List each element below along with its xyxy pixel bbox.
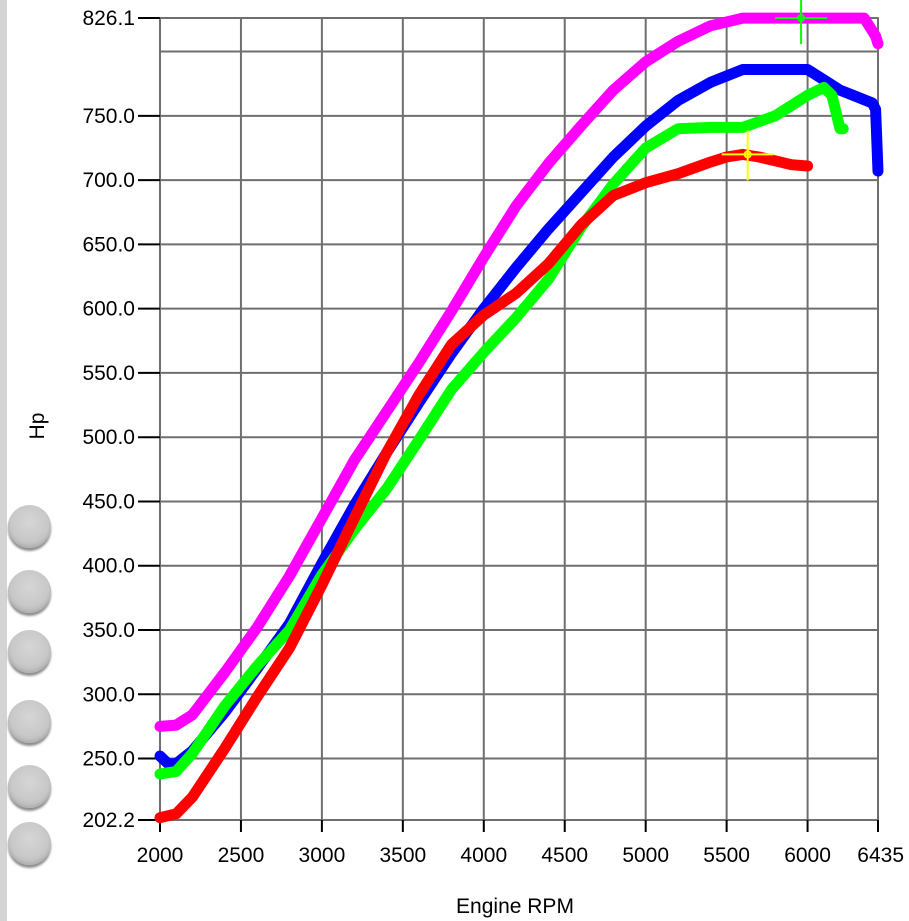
cursor-markers[interactable] [721,0,828,181]
y-axis: 202.2 250.0 300.0 350.0 400.0 450.0 500.0 550.0… [82,7,160,832]
round-button-4[interactable] [8,700,51,743]
y-tick-label-7: 500.0 [82,426,135,449]
x-tick-label-10: 6435 [857,844,904,867]
x-axis-title: Engine RPM [456,895,574,918]
y-tick-label-11: 700.0 [82,169,135,192]
round-button-6[interactable] [8,822,51,865]
left-edge-bar [0,0,7,921]
y-tick-label-1: 202.2 [82,809,135,832]
round-button-3[interactable] [8,630,51,673]
y-tick-label-9: 600.0 [82,298,135,321]
y-tick-label-4: 350.0 [82,619,135,642]
x-tick-label-4: 3500 [379,844,426,867]
cursor-marker-2[interactable] [775,0,828,45]
cursor-marker-1[interactable] [721,130,774,181]
x-tick-label-6: 4500 [541,844,588,867]
y-tick-label-6: 450.0 [82,490,135,513]
x-tick-label-8: 5500 [703,844,750,867]
y-tick-label-5: 400.0 [82,555,135,578]
round-button-1[interactable] [8,505,51,548]
cursor-dot-1 [743,150,752,159]
x-axis: 2000 2500 3000 3500 4000 4500 5000 5500 6000 6435 [137,820,904,867]
x-tick-label-7: 5000 [622,844,669,867]
x-tick-label-1: 2000 [137,844,184,867]
x-tick-label-5: 4000 [460,844,507,867]
cursor-dot-2 [797,14,806,23]
x-tick-label-9: 6000 [784,844,831,867]
x-tick-label-2: 2500 [218,844,265,867]
grid [159,17,879,821]
y-tick-label-3: 300.0 [82,683,135,706]
series-line-3 [154,82,849,780]
plot-frame [159,17,879,821]
round-button-5[interactable] [8,765,51,808]
y-tick-label-13: 826.1 [82,7,135,30]
x-tick-label-3: 3000 [299,844,346,867]
y-tick-label-12: 750.0 [82,105,135,128]
y-tick-label-2: 250.0 [82,748,135,771]
y-tick-label-10: 650.0 [82,233,135,256]
series-group [154,12,884,824]
y-tick-label-8: 550.0 [82,362,135,385]
round-button-2[interactable] [8,570,51,613]
y-axis-title: Hp [26,413,49,440]
